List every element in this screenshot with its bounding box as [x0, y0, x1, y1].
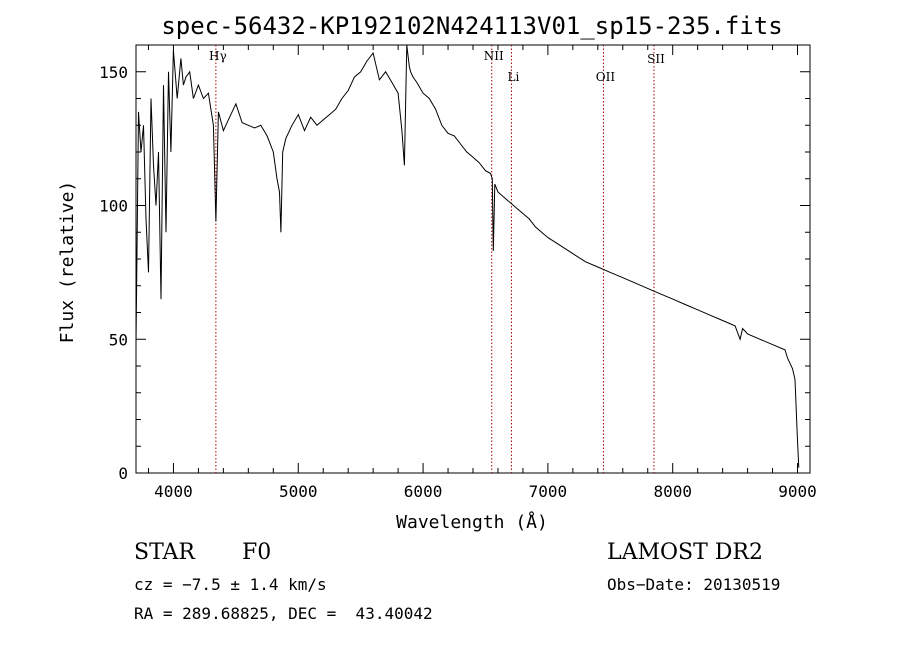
x-axis-label: Wavelength (Å) [396, 511, 548, 533]
x-tick-label: 9000 [778, 482, 817, 501]
chart-title: spec-56432-KP192102N424113V01_sp15-235.f… [161, 12, 782, 40]
y-axis-label: Flux (relative) [57, 181, 78, 344]
x-axis: 4000 5000 6000 7000 8000 9000 [147, 45, 817, 501]
spectral-line-label: SII [647, 52, 665, 66]
object-subclass: F0 [242, 540, 272, 565]
redshift-velocity: cz = −7.5 ± 1.4 km/s [134, 575, 327, 594]
observation-date: Obs−Date: 20130519 [607, 575, 781, 594]
spectral-line-label: OII [596, 70, 616, 84]
marker-lines: Hγ NII Li OII SII [209, 45, 665, 473]
y-tick-label: 100 [99, 197, 128, 216]
plot-frame [135, 44, 811, 474]
y-axis: 0 50 100 150 [99, 63, 810, 483]
spectral-line-label: Hγ [209, 49, 227, 63]
survey-name: LAMOST DR2 [607, 540, 763, 565]
x-tick-label: 8000 [653, 482, 692, 501]
y-tick-label: 50 [109, 330, 128, 349]
x-tick-label: 6000 [404, 482, 443, 501]
coordinates: RA = 289.68825, DEC = 43.40042 [134, 604, 433, 623]
y-tick-label: 0 [118, 464, 128, 483]
spectral-line-label: Li [508, 70, 520, 84]
spectrum-line [135, 44, 800, 468]
x-tick-label: 5000 [279, 482, 318, 501]
x-tick-label: 4000 [154, 482, 193, 501]
y-tick-label: 150 [99, 63, 128, 82]
spectral-line-label: NII [484, 49, 504, 63]
x-tick-label: 7000 [529, 482, 568, 501]
object-class: STAR [134, 540, 195, 565]
